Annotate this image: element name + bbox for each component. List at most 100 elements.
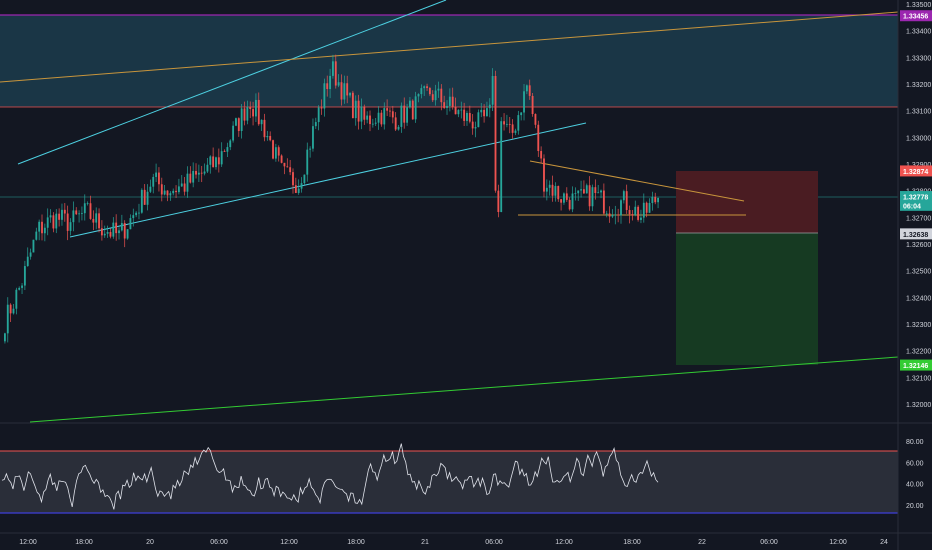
candle-body xyxy=(326,83,329,90)
candle-body xyxy=(631,214,634,216)
candle-body xyxy=(112,222,115,237)
time-tick-label: 06:00 xyxy=(210,539,228,546)
candle-body xyxy=(563,193,565,203)
candle-body xyxy=(300,183,303,189)
candle-body xyxy=(403,105,406,123)
candle-body xyxy=(320,107,323,109)
candle-body xyxy=(483,109,486,117)
candle-body xyxy=(434,90,437,101)
time-tick-label: 12:00 xyxy=(280,539,298,546)
candle-body xyxy=(431,94,434,101)
green-trendline[interactable] xyxy=(29,356,899,423)
candle-body xyxy=(363,106,366,120)
candle-body xyxy=(625,191,628,210)
candle-body xyxy=(657,198,660,203)
candle-body xyxy=(608,213,611,217)
candle-body xyxy=(220,151,223,165)
candle-body xyxy=(237,118,240,131)
candle-body xyxy=(622,191,625,201)
candle-body xyxy=(29,252,32,257)
price-label-text: 1.32638 xyxy=(903,232,928,239)
candle-body xyxy=(106,232,109,234)
candle-body xyxy=(648,203,651,213)
candle-body xyxy=(203,171,206,174)
price-label-text: 1.32146 xyxy=(903,363,928,370)
candle-body xyxy=(140,189,143,213)
candle-body xyxy=(83,203,86,214)
candle-body xyxy=(332,61,334,76)
candle-body xyxy=(155,172,158,177)
candle-body xyxy=(126,229,129,239)
price-tick-label: 1.32600 xyxy=(906,242,931,249)
candle-body xyxy=(600,190,602,193)
candle-body xyxy=(197,172,200,175)
candle-body xyxy=(323,83,326,109)
stop-loss-zone[interactable] xyxy=(676,171,818,233)
candle-body xyxy=(645,202,648,213)
candle-body xyxy=(349,92,351,96)
rsi-axis[interactable]: 80.00 60.00 40.00 20.00 xyxy=(906,439,924,510)
candle-body xyxy=(35,231,38,240)
candle-body xyxy=(571,193,574,210)
candle-body xyxy=(428,88,431,95)
candle-body xyxy=(503,121,505,125)
candle-body xyxy=(520,112,523,116)
candle-body xyxy=(466,112,468,121)
candle-body xyxy=(397,126,400,130)
candle-body xyxy=(534,114,537,125)
candle-body xyxy=(32,239,35,253)
candle-body xyxy=(169,193,172,196)
candle-body xyxy=(280,155,283,163)
candle-body xyxy=(329,75,332,90)
candle-body xyxy=(129,218,132,230)
candle-body xyxy=(206,164,209,172)
candle-body xyxy=(120,223,123,231)
candle-body xyxy=(580,189,582,191)
price-tick-label: 1.32100 xyxy=(906,375,931,382)
candle-body xyxy=(243,108,246,121)
candle-body xyxy=(23,266,26,286)
candle-body xyxy=(508,123,511,125)
candle-body xyxy=(460,109,463,111)
orange-trendline[interactable] xyxy=(0,11,899,83)
candle-body xyxy=(426,86,428,89)
candle-body xyxy=(511,124,514,133)
candle-body xyxy=(505,123,508,125)
candle-body xyxy=(152,176,155,187)
price-label-badge xyxy=(900,191,932,203)
candle-body xyxy=(277,147,280,156)
candle-body xyxy=(115,222,118,234)
price-axis[interactable]: 1.33500 1.33400 1.33300 1.33200 1.33100 1.330… xyxy=(906,2,931,409)
candle-body xyxy=(409,100,411,108)
price-tick-label: 1.33400 xyxy=(906,29,931,36)
candle-body xyxy=(46,217,49,228)
candle-body xyxy=(417,94,420,97)
candle-body xyxy=(517,115,520,131)
candle-body xyxy=(200,172,203,174)
candle-body xyxy=(232,125,235,141)
candle-body xyxy=(654,196,657,203)
candle-body xyxy=(591,187,594,207)
candle-body xyxy=(457,110,460,115)
candle-body xyxy=(334,61,337,86)
candle-body xyxy=(491,76,494,105)
candle-body xyxy=(158,172,160,185)
time-axis[interactable]: 12:00 18:00 20 06:00 12:00 18:00 21 06:00 12:00 1… xyxy=(19,539,888,546)
candle-body xyxy=(351,92,354,119)
candle-body xyxy=(195,170,197,175)
take-profit-zone[interactable] xyxy=(676,233,818,365)
candle-body xyxy=(400,105,403,127)
candle-body xyxy=(577,190,580,194)
candle-body xyxy=(15,289,18,309)
candle-body xyxy=(72,210,75,223)
candle-body xyxy=(640,217,642,220)
time-tick-label: 22 xyxy=(698,539,706,546)
triangle-upper-line[interactable] xyxy=(529,160,745,202)
candle-body xyxy=(109,232,112,237)
lower-channel-line[interactable] xyxy=(69,122,587,238)
candle-body xyxy=(166,190,169,196)
upper-channel-line[interactable] xyxy=(17,0,447,165)
candle-body xyxy=(411,100,414,120)
